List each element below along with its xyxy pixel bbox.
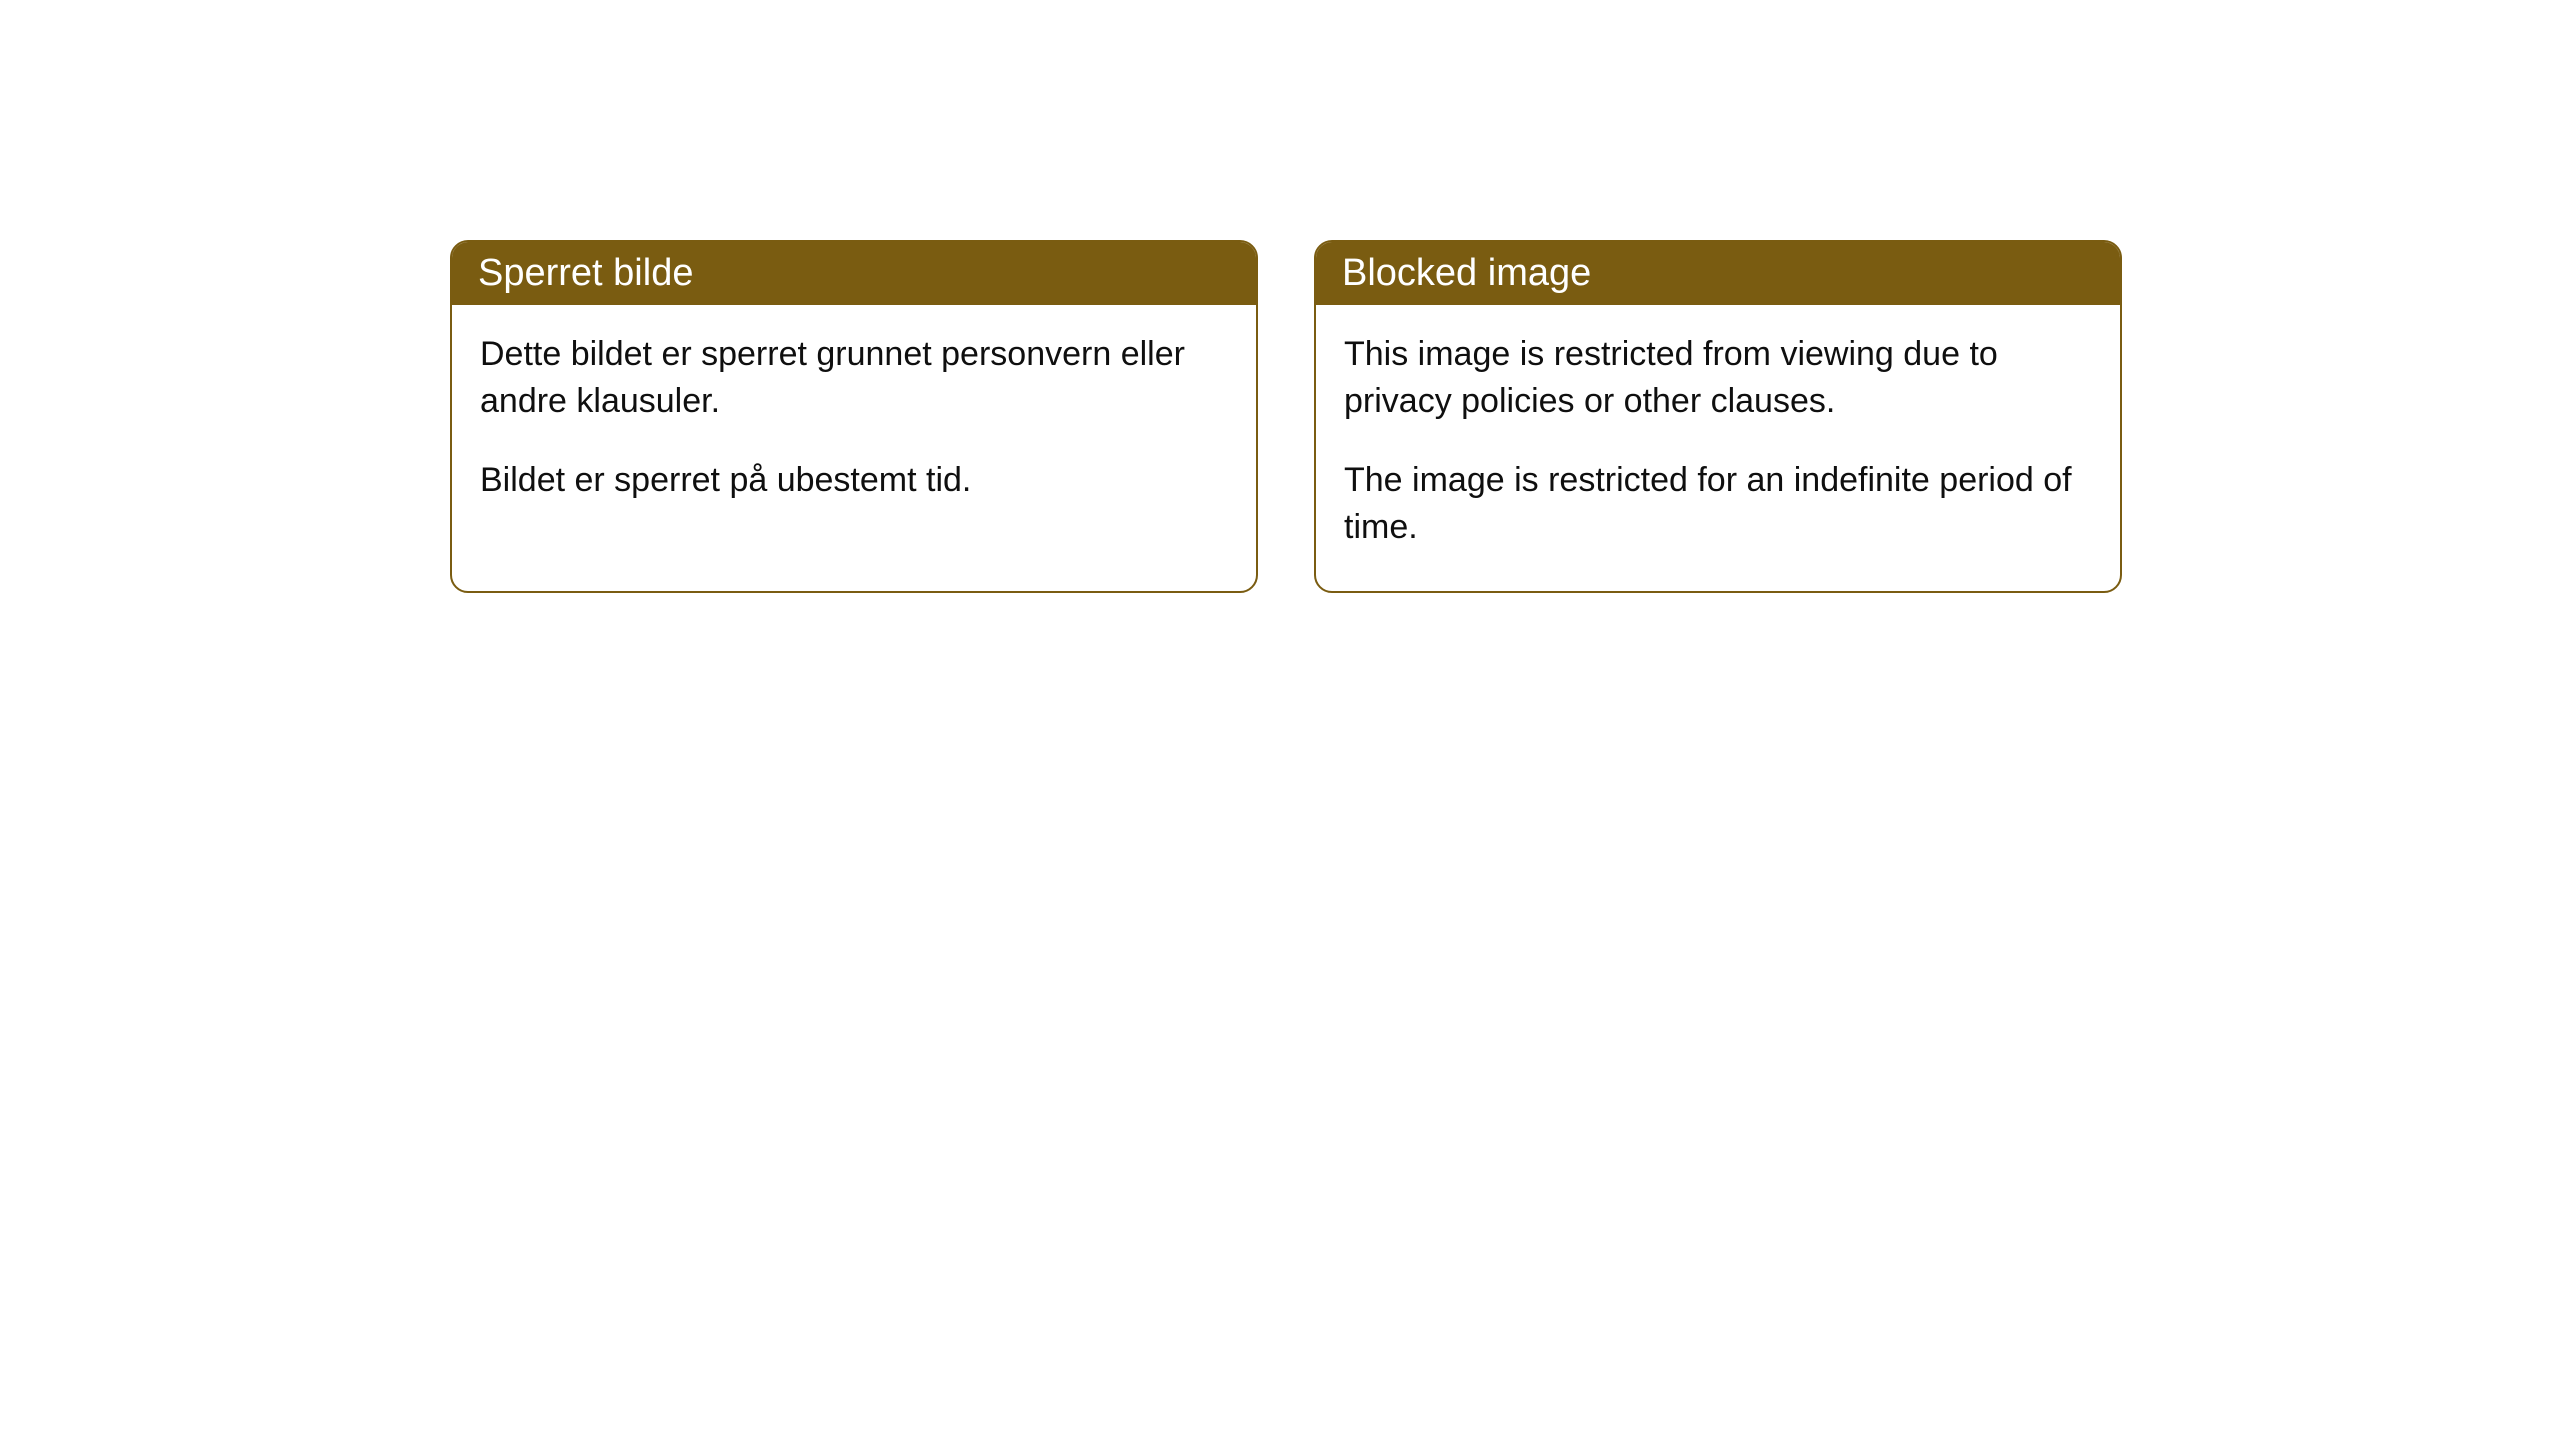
- card-title: Blocked image: [1342, 252, 1591, 294]
- card-body: Dette bildet er sperret grunnet personve…: [452, 305, 1256, 544]
- card-title: Sperret bilde: [478, 252, 693, 294]
- card-body: This image is restricted from viewing du…: [1316, 305, 2120, 591]
- notice-card-english: Blocked image This image is restricted f…: [1314, 240, 2122, 593]
- card-header: Sperret bilde: [452, 242, 1256, 305]
- card-paragraph: Dette bildet er sperret grunnet personve…: [480, 331, 1228, 425]
- card-paragraph: The image is restricted for an indefinit…: [1344, 457, 2092, 551]
- notice-card-norwegian: Sperret bilde Dette bildet er sperret gr…: [450, 240, 1258, 593]
- notice-cards-container: Sperret bilde Dette bildet er sperret gr…: [450, 240, 2560, 593]
- card-header: Blocked image: [1316, 242, 2120, 305]
- card-paragraph: This image is restricted from viewing du…: [1344, 331, 2092, 425]
- card-paragraph: Bildet er sperret på ubestemt tid.: [480, 457, 1228, 504]
